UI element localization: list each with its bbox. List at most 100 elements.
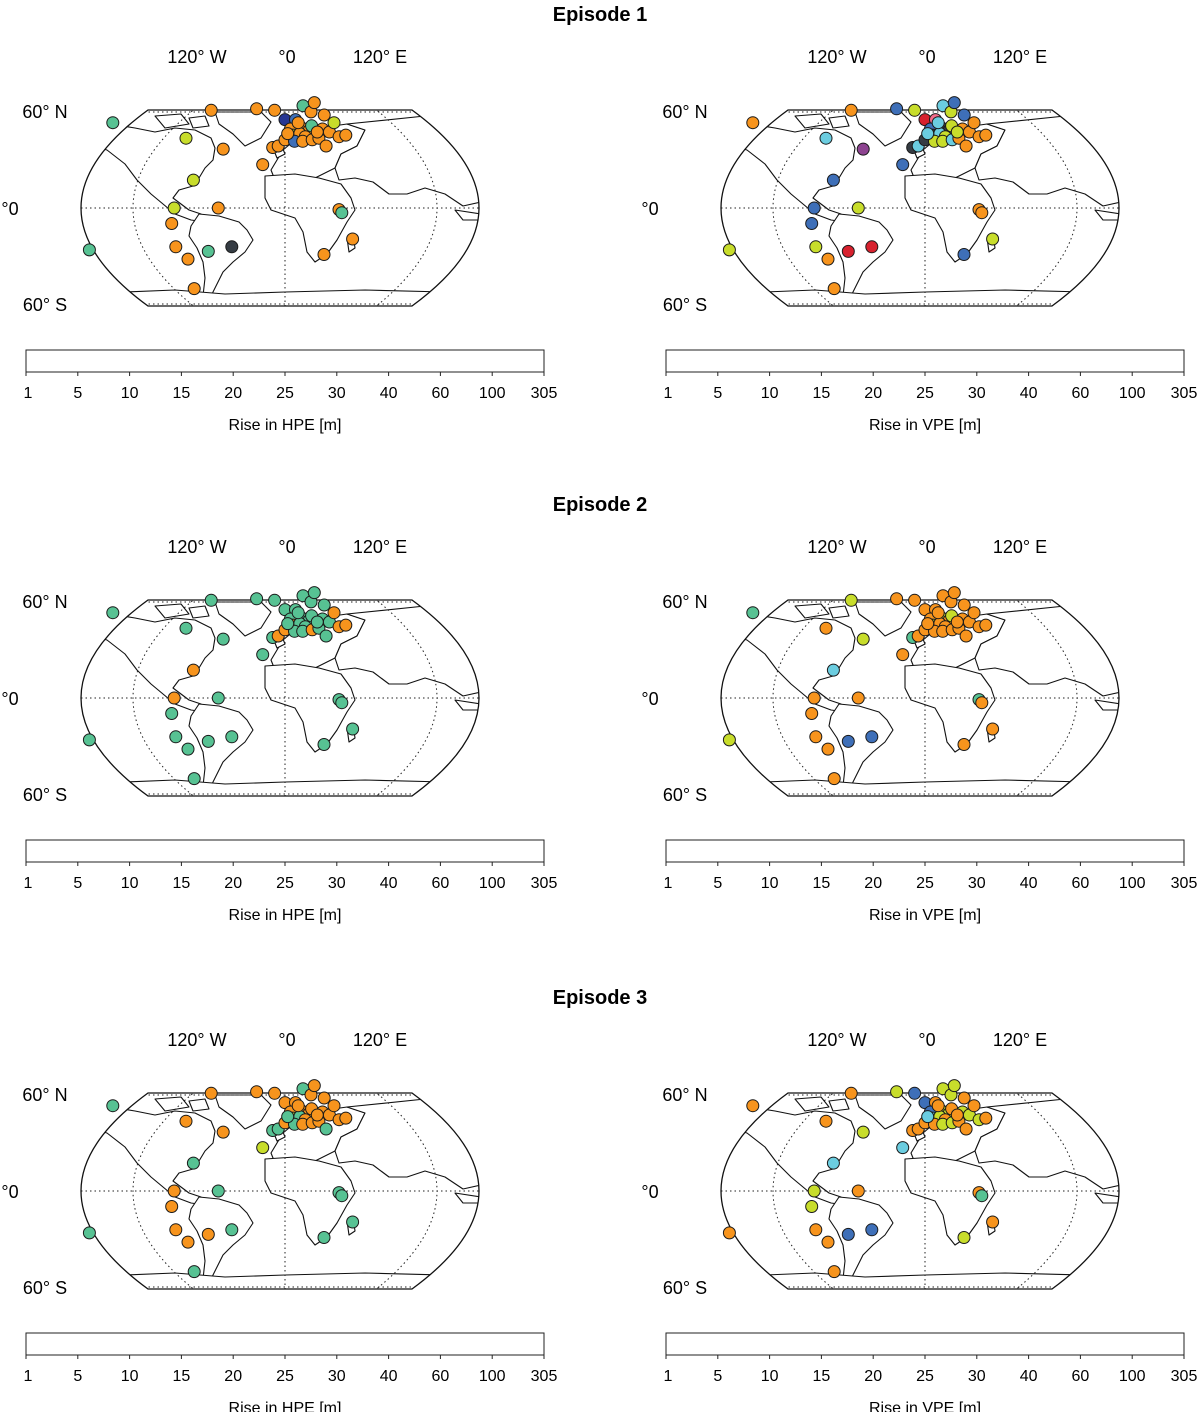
colorbar-tick-label: 20 [864,1368,882,1385]
hpe-panel: 120° W °0 120° E60° N°060° S1 5 10 15 20 25 30 40… [1,537,557,924]
station-marker [281,1110,295,1124]
lat-label-60s: 60° S [663,1278,707,1298]
colorbar-tick-label: 10 [121,875,139,892]
lat-label-0: °0 [1,199,18,219]
station-marker [256,158,270,172]
colorbar-tick-label: 100 [479,385,506,402]
world-map [720,96,1120,307]
station-marker [319,139,333,153]
vpe-colorbar-title: Rise in VPE [m] [869,1400,981,1412]
colorbar-tick-label: 20 [864,875,882,892]
station-marker [826,1156,840,1170]
station-marker [950,125,964,139]
lon-label-0: °0 [278,537,295,557]
station-marker [921,1110,935,1124]
lat-label-60s: 60° S [23,1278,67,1298]
colorbar-tick-label: 25 [276,1368,294,1385]
station-marker [722,243,736,257]
colorbar-tick-label: 15 [813,1368,831,1385]
lon-label-120w: 120° W [167,47,226,67]
station-marker [291,1099,305,1113]
station-marker [179,131,193,145]
station-marker [82,243,96,257]
lat-label-60n: 60° N [22,592,67,612]
hpe-panel: 120° W °0 120° E60° N°060° S1 5 10 15 20 25 30 40… [1,47,557,434]
station-marker [250,592,264,606]
colorbar-tick-label: 305 [1171,1368,1198,1385]
station-marker [856,142,870,156]
station-marker [722,733,736,747]
station-marker [201,1227,215,1241]
station-marker [339,1111,353,1125]
station-marker [319,629,333,643]
colorbar-tick-label: 5 [713,875,722,892]
lat-label-0: °0 [1,1182,18,1202]
station-marker [167,201,181,215]
station-marker [250,102,264,116]
station-marker [310,615,324,629]
lon-label-120w: 120° W [807,1030,866,1050]
colorbar-tick-label: 100 [1119,385,1146,402]
station-marker [310,1108,324,1122]
world-map [80,586,480,797]
lat-label-60s: 60° S [23,785,67,805]
station-marker [856,632,870,646]
lat-label-0: °0 [641,1182,658,1202]
colorbar-tick-label: 10 [761,385,779,402]
station-marker [317,1231,331,1244]
colorbar-tick-label: 15 [173,875,191,892]
station-marker [165,1200,179,1213]
station-marker [346,722,360,736]
station-marker [865,1223,879,1237]
station-marker [187,1265,201,1279]
station-marker [844,103,858,117]
station-marker [890,592,904,606]
station-marker [722,1226,736,1240]
station-marker [896,648,910,662]
lon-label-120e: 120° E [353,1030,407,1050]
colorbar-tick-label: 20 [224,385,242,402]
vpe-panel: 120° W °0 120° E60° N°060° S1 5 10 15 20 25 30 40… [641,47,1198,434]
station-marker [827,1265,841,1279]
colorbar-tick-label: 1 [24,385,33,402]
station-marker [225,730,239,744]
station-marker [346,1215,360,1229]
colorbar-tick-label: 60 [432,385,450,402]
lon-label-0: °0 [918,1030,935,1050]
station-marker [957,1231,971,1244]
station-marker [167,691,181,705]
lat-label-60n: 60° N [662,1085,707,1105]
station-marker [256,1141,270,1155]
station-marker [204,103,218,117]
episode-title: Episode 2 [553,494,647,516]
station-marker [268,103,282,117]
station-marker [339,128,353,142]
station-marker [319,1122,333,1136]
station-marker [307,1079,321,1093]
station-marker [967,116,981,130]
station-marker [986,232,1000,246]
lat-label-60s: 60° S [663,295,707,315]
station-marker [335,1189,349,1203]
station-marker [979,618,993,632]
lon-label-120e: 120° E [993,1030,1047,1050]
station-marker [805,707,819,720]
lon-label-120e: 120° E [353,47,407,67]
station-marker [841,734,855,748]
station-marker [181,1235,195,1249]
station-marker [819,621,833,635]
colorbar-tick-label: 305 [1171,385,1198,402]
station-marker [908,1086,922,1100]
colorbar-tick-label: 100 [479,875,506,892]
station-marker [865,240,879,254]
station-marker [851,201,865,215]
lat-label-60n: 60° N [662,102,707,122]
colorbar-tick-label: 5 [73,1368,82,1385]
station-marker [204,1086,218,1100]
lon-label-120w: 120° W [807,47,866,67]
graticule [721,600,1119,796]
